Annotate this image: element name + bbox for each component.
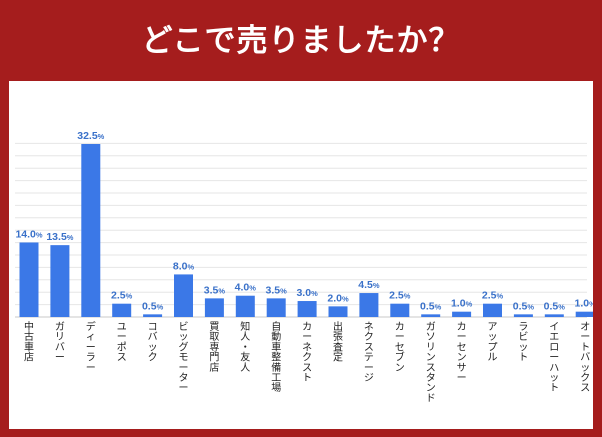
data-label: 1.0% [451,298,473,310]
data-label: 2.0% [327,292,349,304]
bar [328,306,348,317]
bar [390,303,410,317]
bar [297,301,317,317]
data-label: 2.5% [389,290,411,302]
bar [50,245,70,317]
category-label: ガソリンスタンド [426,321,436,404]
category-label: カーセブン [395,321,405,374]
data-label: 0.5% [513,300,535,312]
category-label: 買取専門店 [209,321,219,374]
data-label: 0.5% [544,300,566,312]
bar [81,144,101,317]
category-label: 出張査定 [333,320,343,364]
category-label: コバック [148,322,158,364]
category-label: 知人・友人 [240,320,250,374]
bar [112,303,132,317]
data-label: 0.5% [142,300,164,312]
chart-title: どこで売りましたか？ [141,23,461,59]
data-label: 4.0% [235,282,257,294]
category-label: 自動車整備工場 [271,320,281,394]
bar [513,314,533,317]
bar [204,298,224,317]
bar [19,242,39,317]
bar [266,298,286,317]
category-label: ラビット [518,321,528,364]
data-label: 3.5% [266,284,288,296]
category-label: アップル [488,322,498,364]
data-label: 13.5% [46,231,73,243]
bar [359,293,379,317]
bar [544,314,564,317]
bar [235,295,255,317]
data-label: 1.0% [575,298,593,310]
category-label: 中古車店 [24,320,34,364]
data-label: 3.5% [204,284,226,296]
bar [483,303,502,317]
category-label: カーセンサー [457,321,467,384]
data-label: 4.5% [358,279,380,291]
category-label: ディーラー [86,320,96,374]
bar [575,311,593,317]
category-label: ネクステージ [364,321,374,384]
chart-panel: 14.0% 中古車店 13.5% ガリバー 32.5% ディーラー 2.5% ユーポス 0.5%… [9,81,593,429]
category-label: ユーポス [117,322,127,364]
bar [421,314,441,317]
category-label: イエローハット [549,322,559,394]
data-label: 14.0% [15,228,42,240]
data-label: 0.5% [420,300,442,312]
category-label: オートバックス [580,321,590,394]
data-label: 2.5% [111,290,133,302]
category-label: ガリバー [55,321,65,364]
data-label: 32.5% [77,130,104,142]
bar [174,274,193,317]
data-label: 3.0% [296,287,318,299]
bar [143,314,163,317]
data-label: 8.0% [173,260,195,272]
data-label: 2.5% [482,290,504,302]
category-label: カーネクスト [302,321,312,384]
bar-chart: 14.0% 中古車店 13.5% ガリバー 32.5% ディーラー 2.5% ユーポス 0.5%… [15,130,593,404]
category-label: ビッグモーター [179,321,189,394]
bar [452,311,472,317]
